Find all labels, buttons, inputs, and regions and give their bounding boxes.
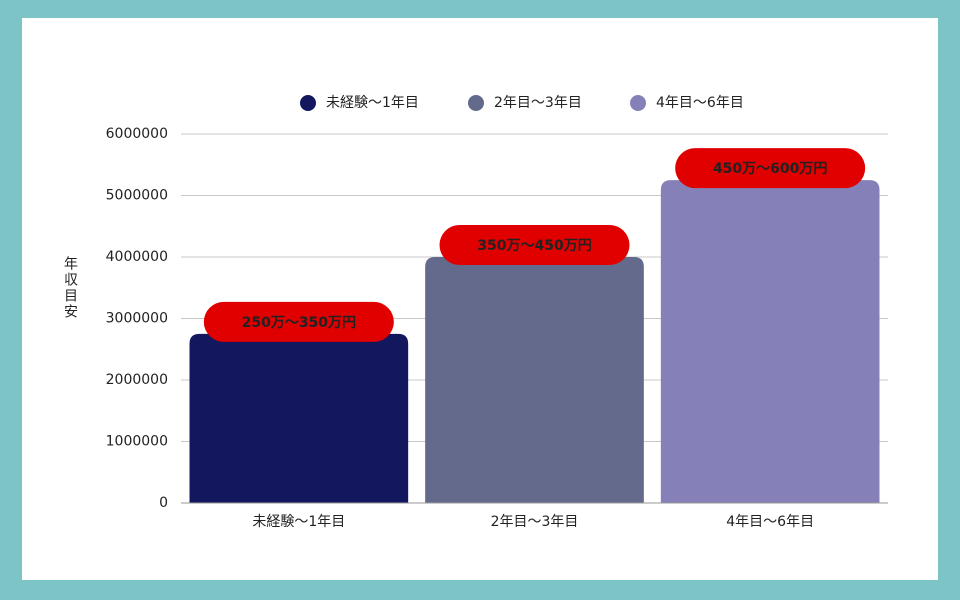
legend-label: 2年目〜3年目 [494, 95, 582, 111]
bar [660, 180, 880, 503]
data-label: 350万〜450万円 [477, 238, 591, 254]
bar [425, 257, 644, 503]
legend-marker [630, 95, 646, 111]
data-label-bg [439, 225, 630, 265]
legend-marker [468, 95, 484, 111]
y-tick-label: 4000000 [106, 249, 168, 265]
data-label-bg [203, 301, 394, 342]
y-axis-label: 年収目安 [62, 256, 78, 320]
y-tick-label: 2000000 [106, 372, 168, 388]
x-tick-label: 4年目〜6年目 [726, 514, 814, 530]
data-label-bg [675, 148, 866, 189]
legend-marker [300, 95, 316, 111]
data-label: 450万〜600万円 [713, 161, 827, 177]
y-tick-label: 3000000 [106, 311, 168, 327]
x-tick-label: 2年目〜3年目 [491, 514, 579, 530]
legend-label: 4年目〜6年目 [656, 95, 744, 111]
y-tick-label: 6000000 [106, 126, 168, 142]
y-tick-label: 5000000 [106, 188, 168, 204]
x-tick-label: 未経験〜1年目 [252, 514, 345, 530]
y-tick-label: 0 [159, 495, 168, 511]
bar [189, 333, 409, 503]
legend-label: 未経験〜1年目 [326, 95, 419, 111]
y-tick-label: 1000000 [106, 434, 168, 450]
data-label: 250万〜350万円 [242, 315, 356, 331]
